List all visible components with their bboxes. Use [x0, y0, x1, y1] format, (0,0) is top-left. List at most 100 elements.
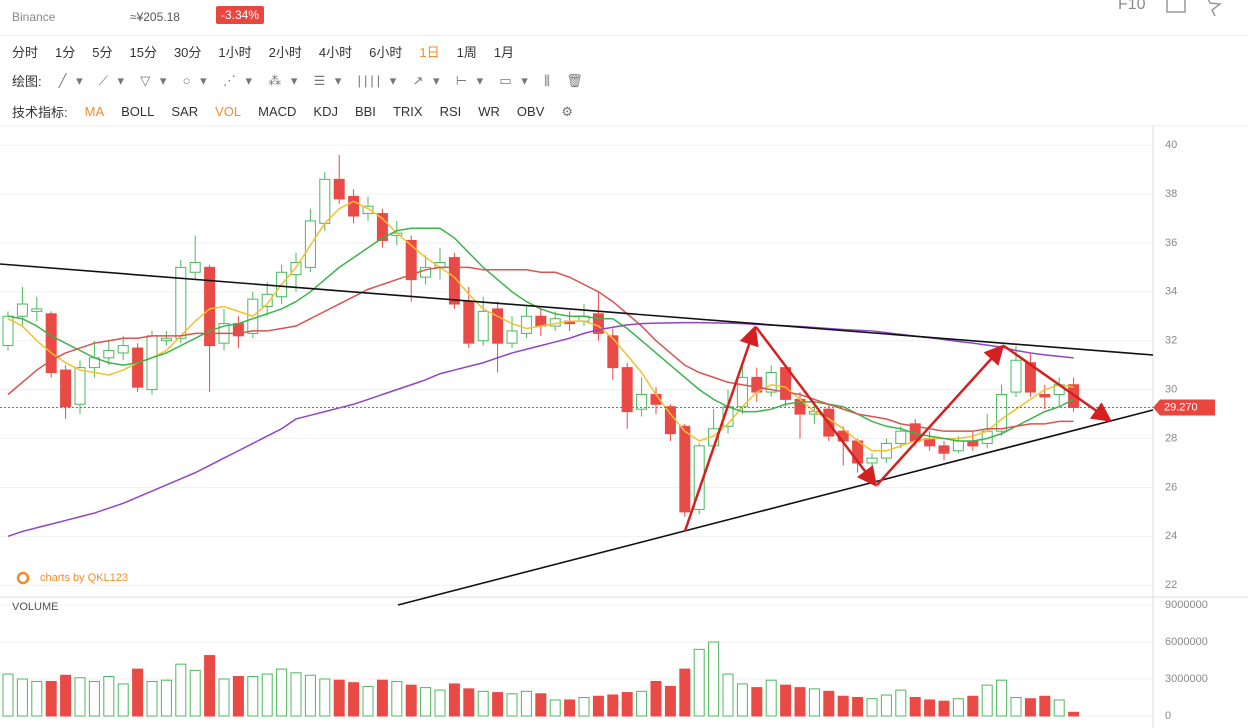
last-price-label: 29.270	[1164, 401, 1198, 413]
y-tick-label: 28	[1165, 432, 1177, 444]
candle-body	[837, 430, 849, 442]
volume-bar	[564, 699, 576, 717]
candle-body	[362, 205, 374, 215]
candle-body	[333, 178, 345, 200]
candle-body	[189, 261, 201, 273]
candle-body	[650, 394, 662, 405]
candle-body	[895, 430, 907, 444]
interval-tab[interactable]: 1分	[55, 45, 76, 60]
interval-tab[interactable]: 1周	[456, 45, 477, 60]
candle-body	[592, 313, 604, 334]
candle-body	[564, 320, 576, 325]
volume-bar	[232, 676, 244, 717]
candle-body	[88, 357, 100, 369]
candle-body	[31, 308, 43, 312]
interval-tab[interactable]: 6小时	[369, 45, 403, 60]
volume-bar	[204, 655, 216, 717]
indicator-tab[interactable]: RSI	[439, 104, 462, 119]
interval-tab[interactable]: 30分	[173, 45, 202, 60]
indicator-tab[interactable]: MA	[84, 104, 105, 119]
volume-bar	[823, 690, 835, 717]
indicator-tab[interactable]: TRIX	[392, 104, 423, 119]
volume-bar	[866, 698, 878, 717]
interval-tab[interactable]: 4小时	[318, 45, 353, 60]
candle-body	[621, 367, 633, 413]
indicator-tab[interactable]: KDJ	[313, 104, 338, 119]
interval-tab[interactable]: 1月	[493, 45, 515, 60]
volume-tick-label: 0	[1165, 710, 1171, 722]
volume-bar	[1068, 711, 1080, 717]
candle-body	[103, 349, 115, 359]
candle-body	[261, 293, 273, 307]
indicator-tab[interactable]: WR	[478, 104, 500, 119]
volume-bar	[477, 690, 489, 717]
candle-body	[1039, 394, 1051, 398]
f10[interactable]: F10	[1118, 0, 1146, 13]
y-tick-label: 22	[1165, 579, 1177, 591]
candle-body	[204, 266, 216, 347]
volume-bar	[434, 689, 446, 717]
volume-bar	[132, 668, 144, 717]
candle-body	[549, 318, 561, 327]
settings-icon[interactable]: ⚙	[561, 103, 574, 119]
candle-body	[708, 428, 720, 447]
volume-title: VOLUME	[12, 601, 58, 613]
volume-bar	[2, 673, 14, 717]
indicator-tab[interactable]: BBI	[354, 104, 376, 119]
candle-body	[996, 394, 1008, 432]
candle-body	[751, 376, 763, 393]
candle-body	[664, 406, 676, 435]
header-icons[interactable]	[1164, 0, 1244, 16]
candle-body	[276, 271, 288, 298]
candle-body	[319, 178, 331, 224]
candle-body	[852, 440, 864, 464]
indicator-tab[interactable]: SAR	[171, 104, 199, 119]
candle-body	[693, 445, 705, 510]
candle-body	[1024, 362, 1036, 393]
candle-body	[736, 376, 748, 408]
candle-body	[636, 394, 648, 410]
volume-tick-label: 9000000	[1165, 599, 1208, 611]
draw-bar: 绘图: ╱ ▾ ⟋ ▾ ▽ ▾ ○ ▾ ⋰ ▾ ⁂ ▾ ☰ ▾ |||| ▾ ↗…	[12, 71, 603, 90]
candle-body	[434, 261, 446, 268]
y-tick-label: 40	[1165, 139, 1177, 151]
volume-bar	[636, 690, 648, 717]
volume-bar	[751, 687, 763, 717]
interval-tab[interactable]: 5分	[92, 45, 113, 60]
volume-bar	[981, 684, 993, 717]
y-tick-label: 36	[1165, 237, 1177, 249]
volume-bar	[722, 673, 734, 717]
volume-bar	[765, 679, 777, 717]
volume-bar	[1053, 699, 1065, 717]
indicator-tab[interactable]: VOL	[215, 104, 242, 119]
volume-bar	[924, 699, 936, 717]
interval-tab[interactable]: 1小时	[218, 45, 252, 60]
candle-body	[420, 266, 432, 278]
interval-tab[interactable]: 1日	[419, 45, 440, 60]
candle-body	[722, 406, 734, 427]
candle-body	[967, 440, 979, 447]
interval-tab[interactable]: 15分	[129, 45, 157, 60]
interval-tab[interactable]: 分时	[12, 45, 39, 60]
candle-body	[376, 213, 388, 241]
candle-body	[448, 257, 460, 305]
volume-bar	[362, 685, 374, 717]
volume-bar	[31, 680, 43, 717]
volume-bar	[304, 674, 316, 717]
interval-tab[interactable]: 2小时	[268, 45, 302, 60]
volume-bar	[492, 692, 504, 717]
volume-tick-label: 6000000	[1165, 636, 1208, 648]
volume-bar	[160, 679, 172, 717]
volume-bar	[448, 683, 460, 717]
watermark-logo	[16, 571, 30, 585]
candle-body	[477, 310, 489, 342]
volume-bar	[463, 688, 475, 717]
indicator-tab[interactable]: MACD	[258, 104, 297, 119]
volume-bar	[391, 680, 403, 717]
candle-body	[290, 261, 302, 276]
draw-tools[interactable]: ╱ ▾ ⟋ ▾ ▽ ▾ ○ ▾ ⋰ ▾ ⁂ ▾ ☰ ▾ |||| ▾ ↗ ▾ ⊢…	[58, 72, 586, 88]
indicator-tab[interactable]: OBV	[516, 104, 545, 119]
indicator-tab[interactable]: BOLL	[121, 104, 155, 119]
cny-price: ≈¥205.18	[130, 10, 180, 24]
candle-body	[45, 313, 57, 374]
